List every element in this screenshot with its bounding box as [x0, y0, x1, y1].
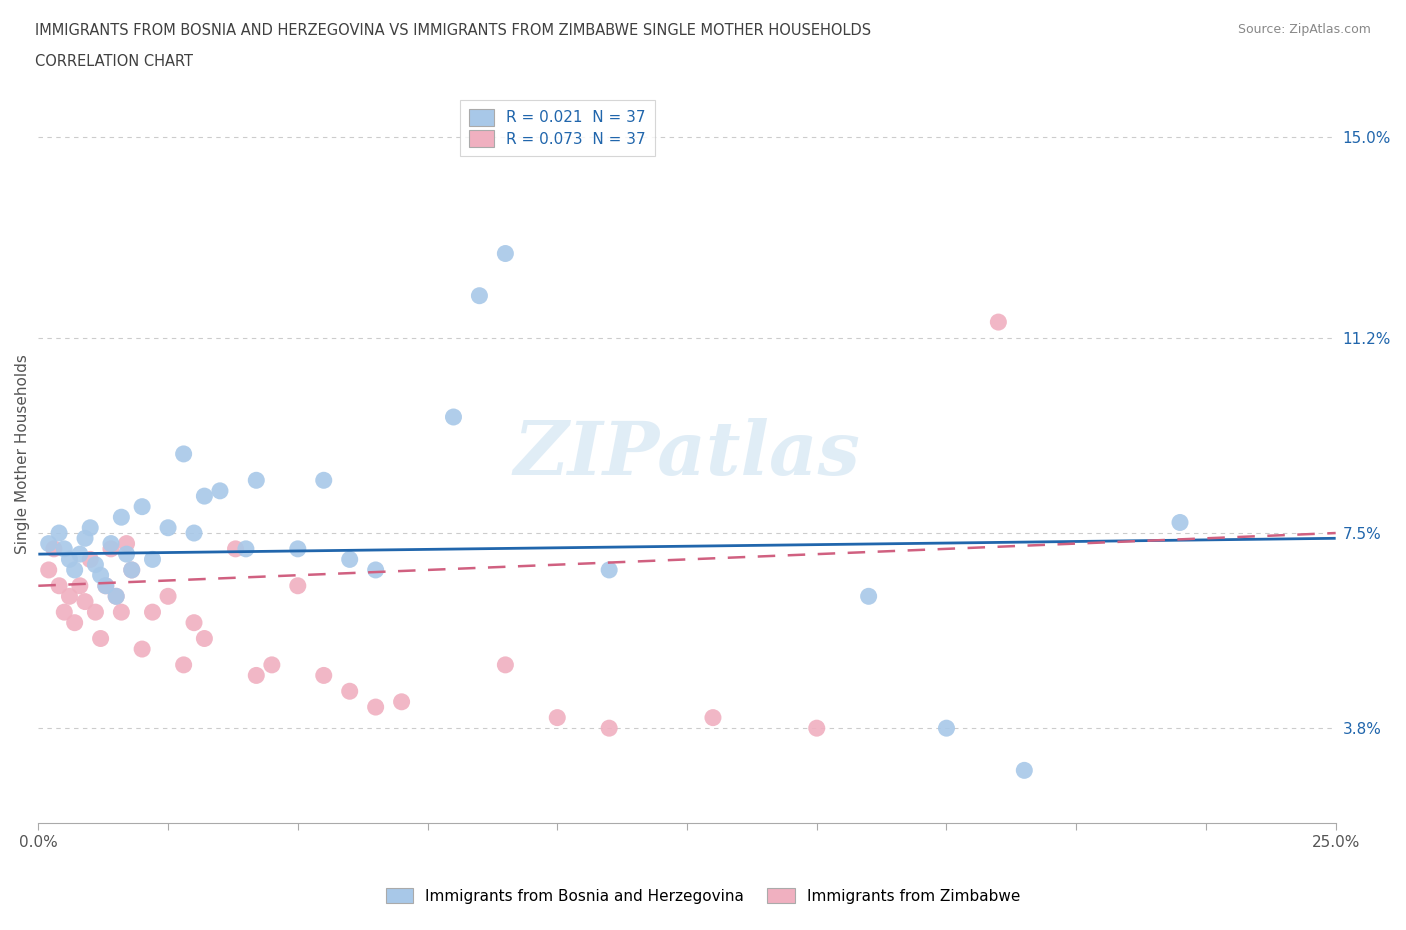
Point: [312, 668, 335, 683]
Point: [193, 631, 215, 646]
Text: Source: ZipAtlas.com: Source: ZipAtlas.com: [1237, 23, 1371, 36]
Point: [193, 488, 215, 503]
Point: [494, 246, 516, 261]
Point: [141, 604, 163, 619]
Point: [935, 721, 957, 736]
Point: [287, 578, 309, 593]
Legend: Immigrants from Bosnia and Herzegovina, Immigrants from Zimbabwe: Immigrants from Bosnia and Herzegovina, …: [378, 881, 1028, 911]
Point: [38, 563, 60, 578]
Point: [48, 578, 70, 593]
Point: [546, 711, 568, 725]
Point: [105, 589, 128, 604]
Point: [339, 552, 361, 567]
Point: [53, 604, 76, 619]
Point: [79, 552, 101, 567]
Legend: R = 0.021  N = 37, R = 0.073  N = 37: R = 0.021 N = 37, R = 0.073 N = 37: [460, 100, 655, 156]
Point: [63, 616, 86, 631]
Point: [208, 484, 231, 498]
Point: [48, 525, 70, 540]
Point: [100, 536, 122, 551]
Point: [157, 520, 180, 535]
Point: [84, 557, 107, 572]
Point: [79, 520, 101, 535]
Point: [131, 499, 153, 514]
Point: [115, 547, 138, 562]
Y-axis label: Single Mother Households: Single Mother Households: [15, 354, 30, 554]
Point: [806, 721, 828, 736]
Point: [702, 711, 724, 725]
Point: [90, 568, 112, 583]
Text: ZIPatlas: ZIPatlas: [513, 418, 860, 490]
Point: [260, 658, 283, 672]
Point: [468, 288, 491, 303]
Point: [173, 446, 195, 461]
Point: [364, 563, 387, 578]
Point: [157, 589, 180, 604]
Point: [58, 552, 80, 567]
Point: [105, 589, 128, 604]
Point: [100, 541, 122, 556]
Point: [115, 536, 138, 551]
Point: [287, 541, 309, 556]
Point: [494, 658, 516, 672]
Point: [58, 589, 80, 604]
Point: [364, 699, 387, 714]
Point: [225, 541, 247, 556]
Point: [1014, 763, 1036, 777]
Point: [110, 510, 132, 525]
Point: [121, 563, 143, 578]
Point: [858, 589, 880, 604]
Point: [84, 604, 107, 619]
Point: [141, 552, 163, 567]
Point: [245, 668, 267, 683]
Point: [69, 547, 91, 562]
Point: [94, 578, 117, 593]
Point: [312, 472, 335, 487]
Point: [391, 695, 413, 710]
Point: [42, 541, 65, 556]
Text: IMMIGRANTS FROM BOSNIA AND HERZEGOVINA VS IMMIGRANTS FROM ZIMBABWE SINGLE MOTHER: IMMIGRANTS FROM BOSNIA AND HERZEGOVINA V…: [35, 23, 872, 38]
Point: [73, 531, 96, 546]
Point: [987, 314, 1010, 329]
Point: [443, 409, 465, 424]
Point: [183, 525, 205, 540]
Point: [1168, 515, 1191, 530]
Point: [339, 684, 361, 698]
Point: [90, 631, 112, 646]
Point: [73, 594, 96, 609]
Point: [53, 541, 76, 556]
Point: [173, 658, 195, 672]
Text: CORRELATION CHART: CORRELATION CHART: [35, 54, 193, 69]
Point: [598, 563, 620, 578]
Point: [110, 604, 132, 619]
Point: [245, 472, 267, 487]
Point: [183, 616, 205, 631]
Point: [131, 642, 153, 657]
Point: [94, 578, 117, 593]
Point: [121, 563, 143, 578]
Point: [598, 721, 620, 736]
Point: [235, 541, 257, 556]
Point: [38, 536, 60, 551]
Point: [63, 563, 86, 578]
Point: [69, 578, 91, 593]
